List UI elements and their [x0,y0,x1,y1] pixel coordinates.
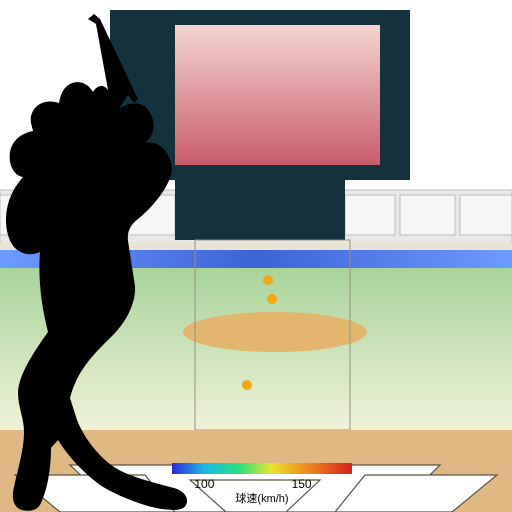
scoreboard-support [175,180,345,240]
wall-section [460,195,512,235]
pitch-marker [267,294,277,304]
pitch-marker [263,275,273,285]
scoreboard-screen [175,25,380,165]
pitchers-mound [183,312,367,352]
pitch-marker [242,380,252,390]
colorbar-tick: 150 [292,477,312,491]
colorbar-label: 球速(km/h) [235,491,288,505]
colorbar-tick: 100 [194,477,214,491]
pitch-chart: 100 150 球速(km/h) [0,0,512,512]
speed-colorbar [172,463,352,474]
wall-section [400,195,455,235]
wall-section [345,195,395,235]
